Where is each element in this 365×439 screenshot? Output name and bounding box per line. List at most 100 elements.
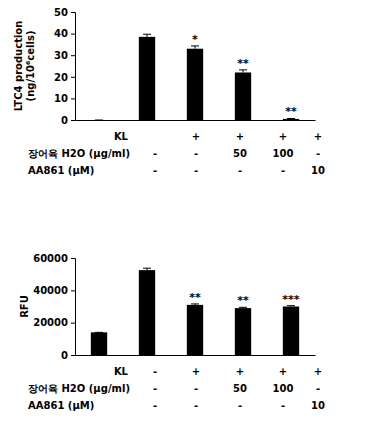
y-tick-mark [71,98,75,99]
condition-value: + [236,131,244,142]
error-bar [95,332,103,333]
y-axis-title: LTC4 production(ng/10⁶cells) [13,21,36,112]
y-tick-label: 30 [54,50,68,61]
condition-value: 50 [233,383,247,394]
bar [91,120,107,121]
y-axis-title-line: LTC4 production [13,21,24,112]
y-tick: 10 [54,93,75,104]
y-axis: 0 20000 40000 60000 [33,253,75,361]
bar [139,37,155,120]
error-bar [191,46,199,49]
condition-value: - [316,383,320,394]
condition-value: - [316,148,320,159]
condition-value: + [279,366,287,377]
condition-label: KL [114,366,129,377]
y-tick: 60000 [33,253,75,264]
significance-label: ** [237,294,249,307]
y-tick-label: 20000 [33,317,68,328]
y-tick-label: 0 [61,115,68,126]
plot-marks [91,268,299,355]
condition-value: - [153,165,157,176]
y-tick: 20000 [33,317,75,328]
condition-value: - [194,383,198,394]
y-tick-mark [71,120,75,121]
condition-value: - [153,148,157,159]
x-axis-line [76,120,316,121]
y-tick-mark [71,34,75,35]
bar [91,332,107,355]
significance-label: * [192,33,198,46]
condition-value: + [314,366,322,377]
error-bar [239,70,247,73]
error-bar [143,268,151,270]
bar [235,308,251,355]
y-tick-label: 40 [54,28,68,39]
condition-value: 50 [233,148,247,159]
figure: 0 10 20 30 40 50 LTC4 production(ng/10⁶cells) *… [0,0,365,439]
condition-value: - [194,165,198,176]
bar [283,119,299,120]
y-tick: 0 [61,350,75,361]
y-axis-title-line: (ng/10⁶cells) [25,31,36,102]
y-tick-label: 10 [54,93,68,104]
y-axis: 0 10 20 30 40 50 [54,7,75,126]
y-axis-line [71,13,76,121]
y-tick-mark [71,258,75,259]
y-tick: 0 [61,115,75,126]
y-tick: 40000 [33,285,75,296]
condition-value: 10 [311,400,325,411]
bar [283,307,299,356]
error-bar [95,120,103,121]
condition-value: - [281,400,285,411]
condition-value: - [238,165,242,176]
bar [187,49,203,120]
bar [139,270,155,355]
y-tick-mark [71,55,75,56]
condition-label: AA861 (μM) [28,165,94,176]
condition-label: 장어육 H2O (μg/ml) [28,148,130,159]
error-bar [143,34,151,37]
y-tick: 20 [54,72,75,83]
y-axis-line [71,259,76,356]
y-tick-label: 50 [54,7,68,18]
y-tick-label: 40000 [33,285,68,296]
condition-value: - [153,366,157,377]
plot-marks [95,34,299,120]
significance-label: ** [189,291,201,304]
condition-value: - [194,148,198,159]
y-axis-title-line: RFU [19,295,30,318]
y-tick-label: 60000 [33,253,68,264]
condition-value: + [192,366,200,377]
y-tick-mark [71,77,75,78]
x-axis-line [76,355,316,356]
y-tick-mark [71,12,75,13]
condition-value: 100 [273,148,294,159]
y-tick: 40 [54,28,75,39]
condition-value: 100 [273,383,294,394]
bar [235,72,251,120]
condition-label: KL [114,131,129,142]
chart: 0 10 20 30 40 50 LTC4 production(ng/10⁶cells) *… [13,7,325,176]
y-axis-title: RFU [19,295,30,318]
condition-value: - [153,383,157,394]
y-tick: 50 [54,7,75,18]
condition-value: + [279,131,287,142]
condition-value: + [236,366,244,377]
condition-value: - [153,400,157,411]
significance-label: ** [285,105,297,118]
significance-label: ** [237,57,249,70]
y-tick-mark [71,355,75,356]
condition-value: - [194,400,198,411]
condition-label: AA861 (μM) [28,400,94,411]
y-tick-label: 0 [61,350,68,361]
bar [187,305,203,355]
y-tick-label: 20 [54,72,68,83]
condition-value: - [238,400,242,411]
y-tick-mark [71,290,75,291]
significance-label: *** [282,293,300,306]
condition-label: 장어육 H2O (μg/ml) [28,383,130,394]
condition-value: - [281,165,285,176]
condition-value: + [314,131,322,142]
condition-value: + [192,131,200,142]
chart: 0200004000060000RFU*******KL-++++장어육 H2O… [19,253,325,411]
